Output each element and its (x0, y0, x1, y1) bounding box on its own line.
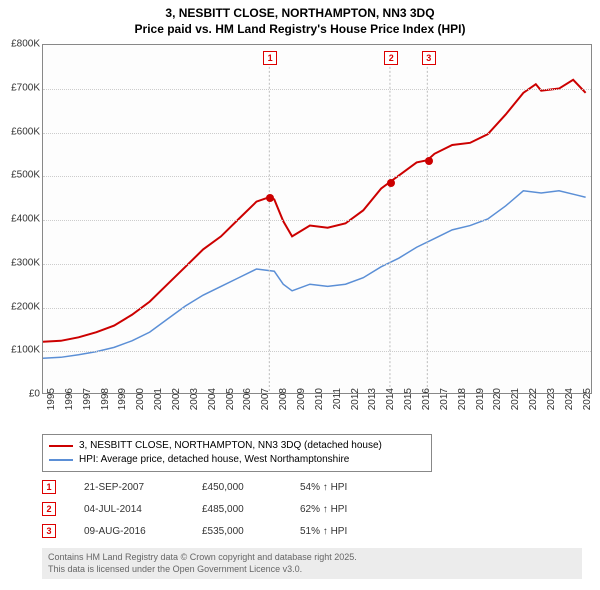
sale-point-3 (425, 157, 433, 165)
x-axis-label: 2006 (242, 388, 253, 410)
x-axis-label: 2021 (510, 388, 521, 410)
chart-lines (43, 45, 591, 393)
x-axis-label: 2010 (314, 388, 325, 410)
x-axis-label: 2007 (260, 388, 271, 410)
sale-marker-ref: 1 (42, 480, 56, 494)
x-axis-label: 1995 (46, 388, 57, 410)
x-axis-label: 2015 (403, 388, 414, 410)
x-axis-label: 2014 (385, 388, 396, 410)
gridline (43, 133, 591, 134)
title-line1: 3, NESBITT CLOSE, NORTHAMPTON, NN3 3DQ (0, 6, 600, 22)
y-axis-label: £400K (0, 214, 40, 225)
y-axis-label: £700K (0, 82, 40, 93)
y-axis-label: £0 (0, 389, 40, 400)
x-axis-label: 2020 (492, 388, 503, 410)
sales-row: 2 04-JUL-2014 £485,000 62% ↑ HPI (42, 498, 390, 520)
legend: 3, NESBITT CLOSE, NORTHAMPTON, NN3 3DQ (… (42, 434, 432, 472)
x-axis-label: 2025 (582, 388, 593, 410)
legend-label-hpi: HPI: Average price, detached house, West… (79, 453, 349, 467)
footer-line2: This data is licensed under the Open Gov… (48, 564, 576, 576)
x-axis-label: 2013 (367, 388, 378, 410)
x-axis-label: 2024 (564, 388, 575, 410)
sale-date: 21-SEP-2007 (84, 482, 174, 493)
x-axis-label: 2003 (189, 388, 200, 410)
x-axis-label: 1997 (82, 388, 93, 410)
series-property (43, 80, 586, 342)
sale-pct-vs-hpi: 62% ↑ HPI (300, 504, 390, 515)
sale-date: 04-JUL-2014 (84, 504, 174, 515)
x-axis-label: 2009 (296, 388, 307, 410)
sales-row: 1 21-SEP-2007 £450,000 54% ↑ HPI (42, 476, 390, 498)
sale-pct-vs-hpi: 51% ↑ HPI (300, 526, 390, 537)
legend-swatch-hpi (49, 459, 73, 461)
x-axis-label: 2002 (171, 388, 182, 410)
x-axis-label: 2023 (546, 388, 557, 410)
x-axis-label: 2017 (439, 388, 450, 410)
sale-marker-ref: 3 (42, 524, 56, 538)
x-axis-label: 2019 (475, 388, 486, 410)
legend-label-property: 3, NESBITT CLOSE, NORTHAMPTON, NN3 3DQ (… (79, 439, 382, 453)
y-axis-label: £300K (0, 257, 40, 268)
x-axis-label: 2011 (332, 388, 343, 410)
y-axis-label: £100K (0, 345, 40, 356)
y-axis-label: £200K (0, 301, 40, 312)
x-axis-label: 2008 (278, 388, 289, 410)
attribution-footer: Contains HM Land Registry data © Crown c… (42, 548, 582, 579)
y-axis-label: £500K (0, 170, 40, 181)
x-axis-label: 2005 (225, 388, 236, 410)
chart-title: 3, NESBITT CLOSE, NORTHAMPTON, NN3 3DQ P… (0, 0, 600, 37)
x-axis-label: 2000 (135, 388, 146, 410)
sales-row: 3 09-AUG-2016 £535,000 51% ↑ HPI (42, 520, 390, 542)
gridline (43, 176, 591, 177)
series-hpi (43, 191, 586, 358)
sale-price: £535,000 (202, 526, 272, 537)
sale-price: £450,000 (202, 482, 272, 493)
sale-marker-ref: 2 (42, 502, 56, 516)
legend-swatch-property (49, 445, 73, 447)
x-axis-label: 2018 (457, 388, 468, 410)
sale-marker-3: 3 (422, 51, 436, 65)
x-axis-label: 1999 (117, 388, 128, 410)
x-axis-label: 2001 (153, 388, 164, 410)
title-line2: Price paid vs. HM Land Registry's House … (0, 22, 600, 38)
gridline (43, 351, 591, 352)
legend-item-property: 3, NESBITT CLOSE, NORTHAMPTON, NN3 3DQ (… (49, 439, 425, 453)
gridline (43, 264, 591, 265)
sale-price: £485,000 (202, 504, 272, 515)
gridline (43, 308, 591, 309)
sale-marker-2: 2 (384, 51, 398, 65)
sale-date: 09-AUG-2016 (84, 526, 174, 537)
sales-table: 1 21-SEP-2007 £450,000 54% ↑ HPI 2 04-JUL-201… (42, 476, 390, 542)
chart-plot-area: 1995199619971998199920002001200220032004… (42, 44, 592, 394)
x-axis-label: 1998 (100, 388, 111, 410)
sale-point-1 (266, 194, 274, 202)
legend-item-hpi: HPI: Average price, detached house, West… (49, 453, 425, 467)
x-axis-label: 2004 (207, 388, 218, 410)
sale-pct-vs-hpi: 54% ↑ HPI (300, 482, 390, 493)
footer-line1: Contains HM Land Registry data © Crown c… (48, 552, 576, 564)
x-axis-label: 1996 (64, 388, 75, 410)
x-axis-label: 2022 (528, 388, 539, 410)
y-axis-label: £800K (0, 39, 40, 50)
x-axis-label: 2016 (421, 388, 432, 410)
sale-marker-1: 1 (263, 51, 277, 65)
gridline (43, 89, 591, 90)
y-axis-label: £600K (0, 126, 40, 137)
sale-point-2 (387, 179, 395, 187)
x-axis-label: 2012 (350, 388, 361, 410)
gridline (43, 220, 591, 221)
